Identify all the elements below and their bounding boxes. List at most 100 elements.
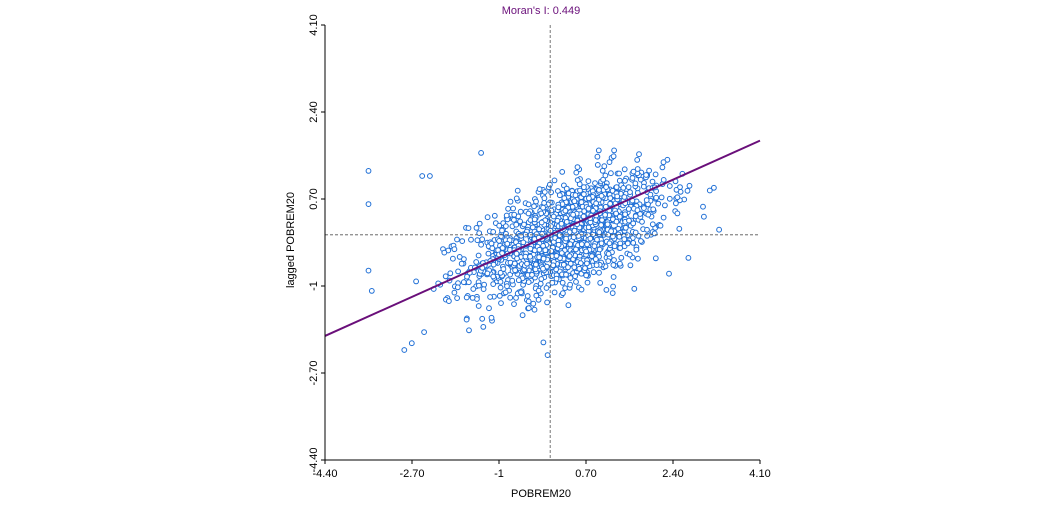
data-point	[582, 265, 588, 272]
data-point	[365, 168, 372, 174]
data-point	[401, 347, 408, 353]
data-point	[621, 166, 628, 173]
points-layer	[365, 147, 722, 359]
data-point	[518, 289, 524, 296]
data-point	[641, 205, 647, 212]
data-point	[496, 238, 503, 244]
data-point	[590, 269, 597, 276]
data-point	[454, 295, 461, 302]
data-point	[674, 194, 681, 201]
data-point	[541, 200, 547, 206]
data-point	[584, 279, 591, 286]
data-point	[496, 222, 503, 229]
data-point	[662, 202, 668, 209]
data-point	[561, 195, 568, 202]
data-point	[549, 279, 556, 286]
data-point	[599, 167, 606, 174]
data-point	[527, 253, 533, 260]
data-point	[562, 207, 569, 214]
data-point	[603, 184, 609, 191]
data-point	[596, 229, 603, 236]
axes-layer: -4.40 -2.70 -1 0.70 2.40 4.10 -4.40 -2.70 -1 0.70…	[308, 14, 771, 480]
data-point	[658, 194, 665, 201]
data-point	[554, 217, 561, 224]
data-point	[535, 287, 542, 294]
data-point	[466, 327, 472, 334]
data-point	[556, 232, 563, 239]
data-point	[499, 245, 506, 251]
data-point	[540, 255, 547, 262]
data-point	[649, 178, 656, 185]
data-point	[607, 195, 614, 202]
data-point	[513, 250, 520, 257]
data-point	[600, 176, 606, 183]
data-point	[613, 210, 619, 217]
data-point	[463, 316, 470, 323]
data-point	[592, 217, 599, 224]
data-point	[592, 180, 598, 187]
data-point	[637, 211, 643, 217]
data-point	[527, 245, 534, 252]
data-point	[621, 236, 628, 243]
data-point	[560, 261, 567, 268]
data-point	[597, 280, 604, 286]
y-tick-label: -2.70	[308, 360, 320, 385]
data-point	[551, 289, 558, 296]
data-point	[537, 280, 544, 287]
data-point	[567, 241, 574, 248]
data-point	[544, 352, 551, 359]
data-point	[511, 301, 517, 308]
y-axis-title: lagged POBREM20	[285, 192, 297, 288]
data-point	[594, 236, 600, 243]
data-point	[570, 234, 577, 241]
data-point	[514, 255, 520, 262]
data-point	[657, 222, 664, 229]
data-point	[530, 300, 537, 307]
data-point	[540, 265, 546, 272]
data-point	[536, 186, 543, 193]
data-point	[583, 248, 589, 255]
x-tick-label: 2.40	[662, 468, 683, 480]
data-point	[529, 272, 535, 278]
data-point	[593, 200, 599, 207]
data-point	[550, 213, 557, 220]
data-point	[505, 205, 512, 212]
data-point	[616, 213, 623, 220]
data-point	[608, 228, 614, 235]
data-point	[454, 284, 461, 291]
data-point	[450, 255, 456, 262]
data-point	[627, 189, 633, 196]
data-point	[666, 270, 672, 277]
data-point	[584, 260, 590, 267]
data-point	[475, 303, 482, 309]
data-point	[474, 237, 481, 244]
data-point	[686, 182, 693, 189]
y-tick-label: -4.40	[308, 447, 320, 472]
data-point	[596, 187, 602, 193]
data-point	[594, 153, 601, 160]
data-point	[489, 245, 496, 252]
data-point	[455, 268, 462, 275]
data-point	[559, 279, 566, 286]
data-point	[551, 177, 558, 184]
data-point	[503, 230, 509, 237]
data-point	[643, 172, 649, 178]
data-point	[573, 279, 579, 285]
data-point	[446, 298, 452, 305]
data-point	[566, 253, 573, 259]
data-point	[541, 195, 548, 202]
data-point	[602, 172, 609, 179]
data-point	[610, 233, 616, 240]
data-point	[513, 221, 520, 228]
data-point	[459, 238, 466, 245]
data-point	[533, 261, 539, 268]
data-point	[589, 253, 595, 260]
y-tick-label: 0.70	[308, 188, 320, 209]
data-point	[571, 264, 578, 271]
data-point	[581, 191, 587, 198]
data-point	[470, 286, 477, 292]
x-tick-label: -4.40	[312, 468, 337, 480]
data-point	[500, 266, 507, 272]
data-point	[515, 277, 522, 284]
data-point	[473, 259, 480, 265]
